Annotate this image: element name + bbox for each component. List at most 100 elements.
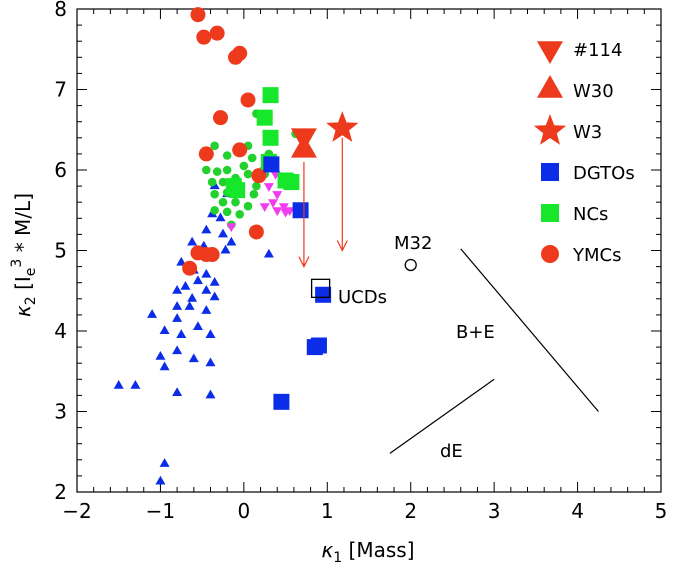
relation-line-de	[389, 378, 495, 454]
magenta-point	[226, 223, 237, 233]
ymcs-point	[251, 168, 267, 184]
y-axis-symbol: κ	[11, 305, 35, 317]
small-green-point	[247, 153, 257, 163]
blue-triangles-point	[187, 236, 198, 246]
x-tick-label: −1	[146, 499, 175, 523]
blue-triangles-point	[184, 301, 195, 310]
magenta-point	[259, 203, 270, 212]
y-tick-label: 6	[54, 158, 67, 182]
y-axis-open: [I	[11, 276, 35, 296]
y-tick-label: 2	[54, 480, 67, 504]
x-tick-label: 2	[404, 499, 417, 523]
ucds-label: UCDs	[338, 287, 387, 308]
annotations: UCDs M32 B+E dE	[338, 233, 495, 462]
data-markers	[113, 7, 417, 485]
blue-triangles-point	[172, 313, 183, 322]
blue-triangles-point	[176, 329, 187, 339]
legend-label-dgtos: DGTOs	[573, 163, 635, 184]
upper-limit-arrowhead	[336, 240, 348, 252]
blue-triangles-point	[130, 379, 141, 389]
blue-triangles-point	[113, 379, 124, 389]
x-axis-subscript: 1	[333, 550, 342, 566]
ymcs-point	[196, 29, 212, 45]
be-label: B+E	[456, 322, 495, 343]
small-green-point	[252, 181, 261, 191]
y-axis-e-subscript: e	[23, 268, 39, 277]
blue-triangles-point	[209, 276, 220, 286]
legend: #114 W30 W3 DGTOs NCs YMCs	[533, 40, 635, 266]
blue-triangles-point	[180, 280, 191, 290]
x-tick-label: 4	[571, 499, 584, 523]
small-green-point	[218, 177, 228, 187]
small-green-point	[222, 207, 232, 217]
blue-triangles-point	[159, 325, 170, 334]
legend-label-ncs: NCs	[573, 204, 608, 225]
magenta-point	[280, 208, 291, 218]
magenta-point	[272, 207, 283, 216]
blue-triangles-point	[201, 224, 212, 234]
blue-triangles-point	[201, 285, 212, 294]
x-axis-title: κ1 [Mass]	[321, 538, 414, 566]
blue-triangles-point	[155, 351, 166, 360]
small-green-point	[222, 151, 232, 160]
ymcs-point	[240, 92, 256, 108]
small-green-point	[243, 169, 253, 179]
legend-marker-ncs	[541, 204, 559, 222]
ncs-point	[229, 182, 246, 199]
legend-marker-w3	[533, 114, 567, 145]
ucd-open-square	[310, 278, 331, 298]
legend-marker-ymcs	[541, 245, 559, 263]
y-tick-label: 5	[54, 239, 67, 263]
dgtos-point	[310, 337, 327, 354]
w3-point	[326, 111, 359, 142]
y-tick-label: 4	[54, 319, 67, 343]
x-tick-label: 1	[321, 499, 334, 523]
blue-triangles-point	[205, 389, 216, 399]
dgtos-point	[315, 286, 332, 303]
small-green-point	[212, 167, 222, 176]
axis-labels: κ1 [Mass] κ2 [Ie3 * M/L]	[9, 193, 415, 566]
small-green-point	[210, 205, 219, 215]
legend-label--114: #114	[573, 40, 622, 61]
blue-triangles-point	[155, 475, 166, 485]
y-tick-label: 7	[54, 78, 67, 102]
ymcs-point	[232, 45, 248, 61]
x-tick-label: 0	[237, 499, 250, 523]
blue-triangles-point	[201, 305, 212, 314]
blue-triangles-point	[263, 248, 274, 258]
blue-triangles-point	[205, 357, 216, 367]
ymcs-point	[212, 110, 228, 126]
blue-triangles-point	[218, 228, 228, 238]
ncs-point	[262, 87, 279, 104]
small-green-point	[235, 209, 244, 219]
y-axis-rest: * M/L]	[11, 193, 35, 259]
x-tick-label: 3	[488, 499, 501, 523]
blue-triangles-point	[192, 321, 203, 330]
ymcs-point	[190, 7, 206, 23]
small-green-point	[202, 165, 211, 175]
small-green-point	[210, 141, 219, 151]
ymcs-point	[198, 146, 214, 162]
blue-triangles-point	[159, 458, 170, 467]
x-tick-label: 5	[655, 499, 668, 523]
y-tick-label: 3	[54, 400, 67, 424]
magenta-point	[268, 199, 279, 208]
ncs-point	[283, 174, 300, 191]
small-green-point	[210, 189, 219, 199]
y-tick-label: 8	[54, 0, 67, 21]
blue-triangles-point	[172, 285, 183, 294]
blue-triangles-point	[215, 212, 226, 222]
blue-triangles-point	[172, 345, 183, 355]
small-green-point	[243, 201, 253, 211]
ncs-point	[262, 129, 279, 146]
x-axis-unit: [Mass]	[342, 538, 414, 562]
blue-triangles-point	[201, 268, 212, 278]
small-green-point	[222, 165, 232, 175]
blue-triangles-point	[187, 293, 198, 302]
reference-lines	[389, 248, 599, 454]
upper-limit-arrowhead	[298, 256, 310, 268]
magenta-point	[278, 203, 289, 212]
blue-triangles-point	[147, 309, 158, 318]
y-axis-title: κ2 [Ie3 * M/L]	[9, 193, 39, 317]
